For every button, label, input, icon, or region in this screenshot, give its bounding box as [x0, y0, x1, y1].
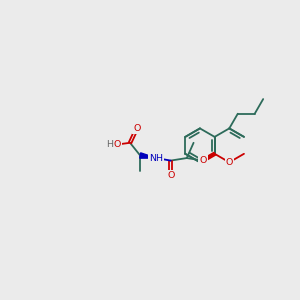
- Text: O: O: [133, 124, 140, 133]
- Text: O: O: [167, 171, 174, 180]
- Polygon shape: [140, 153, 156, 158]
- Text: NH: NH: [149, 154, 163, 163]
- Text: O: O: [114, 140, 121, 149]
- Text: O: O: [199, 157, 206, 166]
- Text: O: O: [199, 156, 207, 165]
- Text: O: O: [226, 158, 233, 167]
- Text: H: H: [106, 140, 113, 149]
